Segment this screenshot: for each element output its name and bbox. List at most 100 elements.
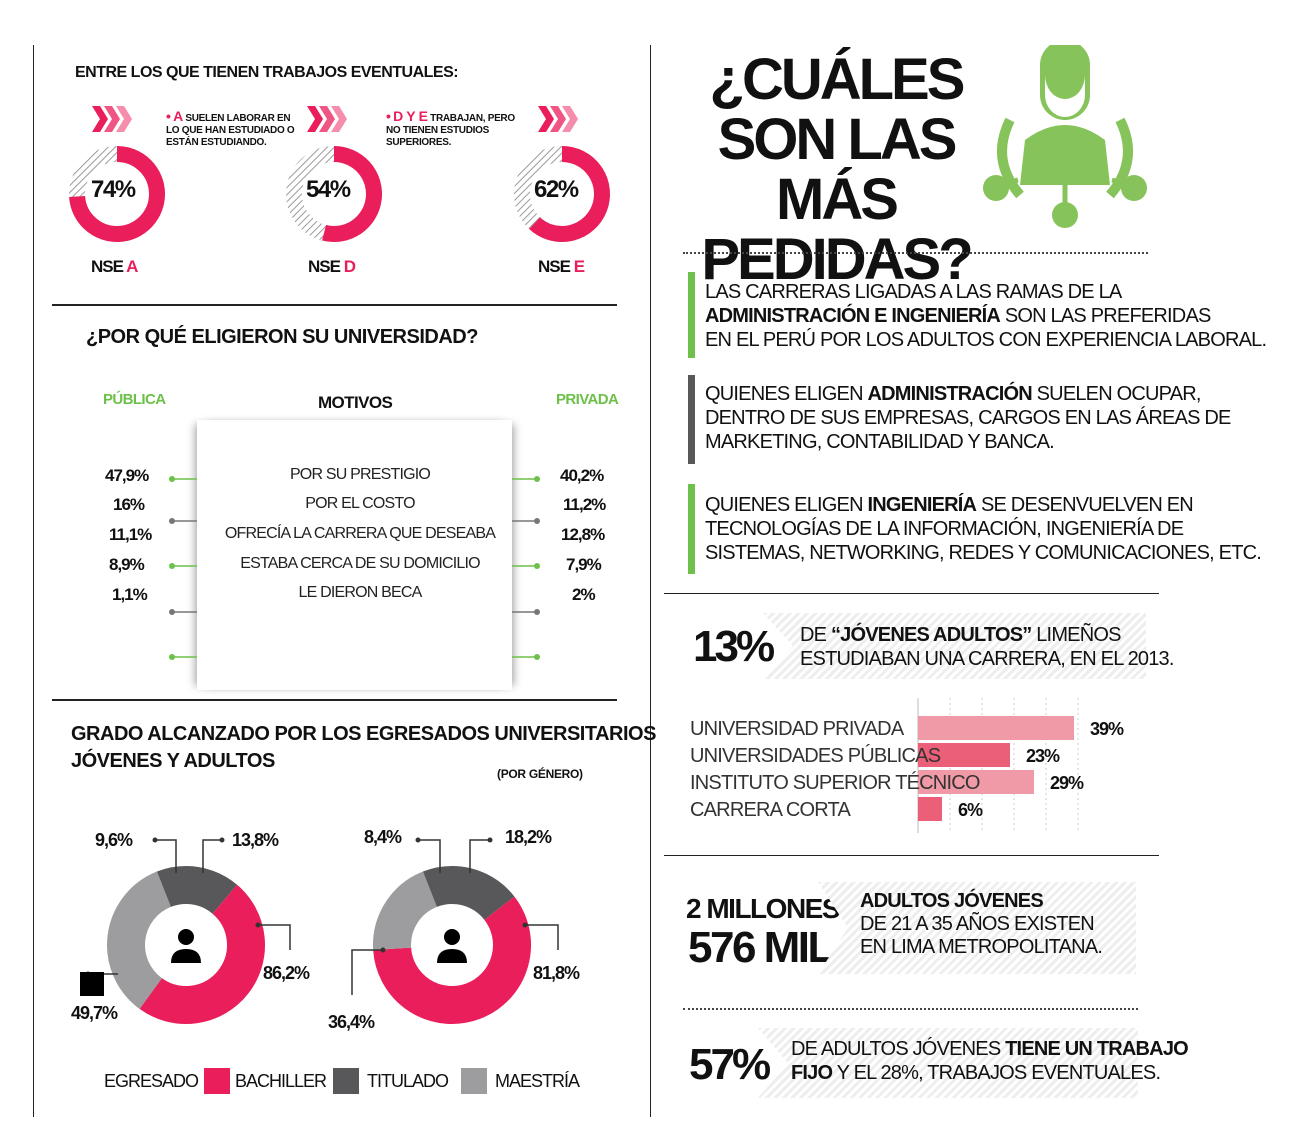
- nse-letter: E: [573, 257, 585, 276]
- legend-maestria-swatch: [461, 1068, 487, 1094]
- motive-label: POR SU PRESTIGIO: [289, 466, 431, 483]
- stat13-big: 13%: [693, 622, 775, 671]
- careers-p2-line3: MARKETING, CONTABILIDAD Y BANCA.: [705, 431, 1055, 453]
- private-value: 11,2%: [563, 495, 606, 514]
- egresado-square: [80, 972, 104, 996]
- legend-egresado: EGRESADO: [104, 1071, 199, 1091]
- note-a-text: SUELEN LABORAR EN LO QUE HAN ESTUDIADO O…: [166, 113, 295, 148]
- stat57-text-a: DE ADULTOS JÓVENES: [791, 1038, 1001, 1060]
- legend-maestria: MAESTRÍA: [495, 1071, 580, 1091]
- chevrons-icon-a: [92, 106, 132, 132]
- nse-prefix: NSE: [91, 257, 124, 276]
- nse-prefix: NSE: [538, 257, 571, 276]
- center-divider-line: [650, 45, 651, 1117]
- eventual-donut: [286, 146, 382, 242]
- careers-p1: LAS CARRERAS LIGADAS A LAS RAMAS DE LA A…: [705, 280, 1267, 352]
- label-leader-line: [525, 924, 559, 950]
- donut-pct-d: 54%: [306, 176, 351, 203]
- bar-category: UNIVERSIDADES PÚBLICAS: [690, 745, 941, 767]
- motive-label: OFRECÍA LA CARRERA QUE DESEABA: [224, 525, 496, 542]
- stat-millions-band: [818, 882, 1136, 974]
- section-divider-1: [52, 304, 617, 306]
- nse-letter: A: [126, 257, 138, 276]
- stat57-text: DE ADULTOS JÓVENES TIENE UN TRABAJO FIJO…: [791, 1037, 1189, 1085]
- stat57-band: [758, 1028, 1138, 1098]
- stat57-bold2: FIJO: [791, 1062, 833, 1084]
- eventual-donuts: [69, 146, 610, 242]
- careers-p3-line1: QUIENES ELIGEN: [705, 494, 864, 516]
- public-value: 1,1%: [112, 585, 148, 604]
- leader-dot: [487, 837, 493, 843]
- label-leader-line: [469, 839, 490, 873]
- private-value: 2%: [572, 585, 596, 604]
- male-titulado-label: 18,2%: [505, 827, 552, 847]
- female-donut: [85, 837, 291, 1024]
- legend-titulado-swatch: [333, 1068, 359, 1094]
- donut-pct-e: 62%: [534, 176, 579, 203]
- bar-value-label: 29%: [1050, 773, 1084, 793]
- private-value: 40,2%: [560, 466, 604, 485]
- leader-dot: [522, 922, 528, 928]
- careers-p1-line3: EN EL PERÚ POR LOS ADULTOS CON EXPERIENC…: [705, 329, 1267, 351]
- stat13-text: DE “JÓVENES ADULTOS” LIMEÑOS ESTUDIABAN …: [800, 623, 1174, 671]
- nse-letter: D: [343, 257, 356, 276]
- section-divider-right-2: [664, 855, 1159, 856]
- label-leader-line: [202, 839, 222, 873]
- bar-value-label: 23%: [1026, 746, 1060, 766]
- careers-p3-line1b: SE DESENVUELVEN EN: [980, 494, 1194, 516]
- motive-label: POR EL COSTO: [305, 495, 415, 512]
- female-egresado-label: 49,7%: [71, 1003, 118, 1023]
- dotted-divider-1: [683, 252, 1148, 254]
- motive-connectors: [169, 476, 540, 660]
- bar-category: UNIVERSIDAD PRIVADA: [690, 718, 904, 740]
- nse-label-e: NSE E: [538, 257, 585, 277]
- careers-p3-line3: SISTEMAS, NETWORKING, REDES Y COMUNICACI…: [705, 542, 1262, 564]
- note-a-letter: A: [173, 108, 183, 124]
- col-public: PÚBLICA: [103, 391, 166, 408]
- male-person-icon: [437, 929, 467, 963]
- stat57-bold1: TIENE UN TRABAJO: [1005, 1038, 1189, 1060]
- bar-value-label: 6%: [958, 800, 983, 820]
- careers-p1-bold: ADMINISTRACIÓN E INGENIERÍA: [705, 305, 1001, 327]
- left-border-line: [33, 45, 34, 1117]
- careers-p1-line2: SON LAS PREFERIDAS: [1004, 305, 1211, 327]
- careers-p2-bold: ADMINISTRACIÓN: [867, 383, 1033, 405]
- study-bar-chart: 39% 23% 29% 6%: [917, 698, 1125, 833]
- stat-millions-c: EN LIMA METROPOLITANA.: [860, 936, 1103, 958]
- careers-p2-line1: QUIENES ELIGEN: [705, 383, 864, 405]
- careers-p3-line2: TECNOLOGÍAS DE LA INFORMACIÓN, INGENIERÍ…: [705, 518, 1184, 540]
- note-a: • A SUELEN LABORAR EN LO QUE HAN ESTUDIA…: [166, 108, 295, 148]
- stat13-text-a: DE: [800, 624, 827, 646]
- leader-dot: [255, 922, 261, 928]
- green-bar-3: [688, 484, 695, 574]
- gray-bar-2: [688, 375, 695, 464]
- eventual-title: ENTRE LOS QUE TIENEN TRABAJOS EVENTUALES…: [75, 64, 459, 81]
- careers-p1-line1: LAS CARRERAS LIGADAS A LAS RAMAS DE LA: [705, 281, 1122, 303]
- donut-segment-titulado: [451, 866, 515, 921]
- stat-millions-big1: 2 MILLONES: [686, 893, 841, 924]
- female-titulado-label: 13,8%: [232, 830, 279, 850]
- leader-dot: [415, 837, 421, 843]
- eventual-donut: [514, 146, 610, 242]
- male-bachiller-label: 81,8%: [533, 963, 580, 983]
- stat57-big: 57%: [689, 1040, 771, 1089]
- male-donut: [351, 837, 559, 1024]
- person-network-icon: [983, 45, 1147, 228]
- public-value: 47,9%: [105, 466, 149, 485]
- degree-title-2: JÓVENES Y ADULTOS: [71, 750, 275, 772]
- leader-dot: [380, 947, 386, 953]
- col-motives: MOTIVOS: [318, 393, 393, 412]
- public-value: 11,1%: [109, 525, 152, 544]
- stat-millions-bold: ADULTOS JÓVENES: [860, 890, 1044, 912]
- public-value: 8,9%: [109, 555, 145, 574]
- male-maestria-label: 8,4%: [364, 827, 402, 847]
- chevrons-icon-d: [307, 106, 347, 132]
- bar: [918, 770, 1034, 794]
- bar-category: INSTITUTO SUPERIOR TÉCNICO: [690, 772, 980, 794]
- donut-value-arc: [322, 146, 382, 242]
- male-egresado-label: 36,4%: [328, 1012, 375, 1032]
- headline-line3: PEDIDAS?: [701, 227, 973, 292]
- headline-line1: ¿CUÁLES: [709, 47, 966, 112]
- stat57-text-b: Y EL 28%, TRABAJOS EVENTUALES.: [836, 1062, 1161, 1084]
- donut-value-arc: [529, 146, 610, 242]
